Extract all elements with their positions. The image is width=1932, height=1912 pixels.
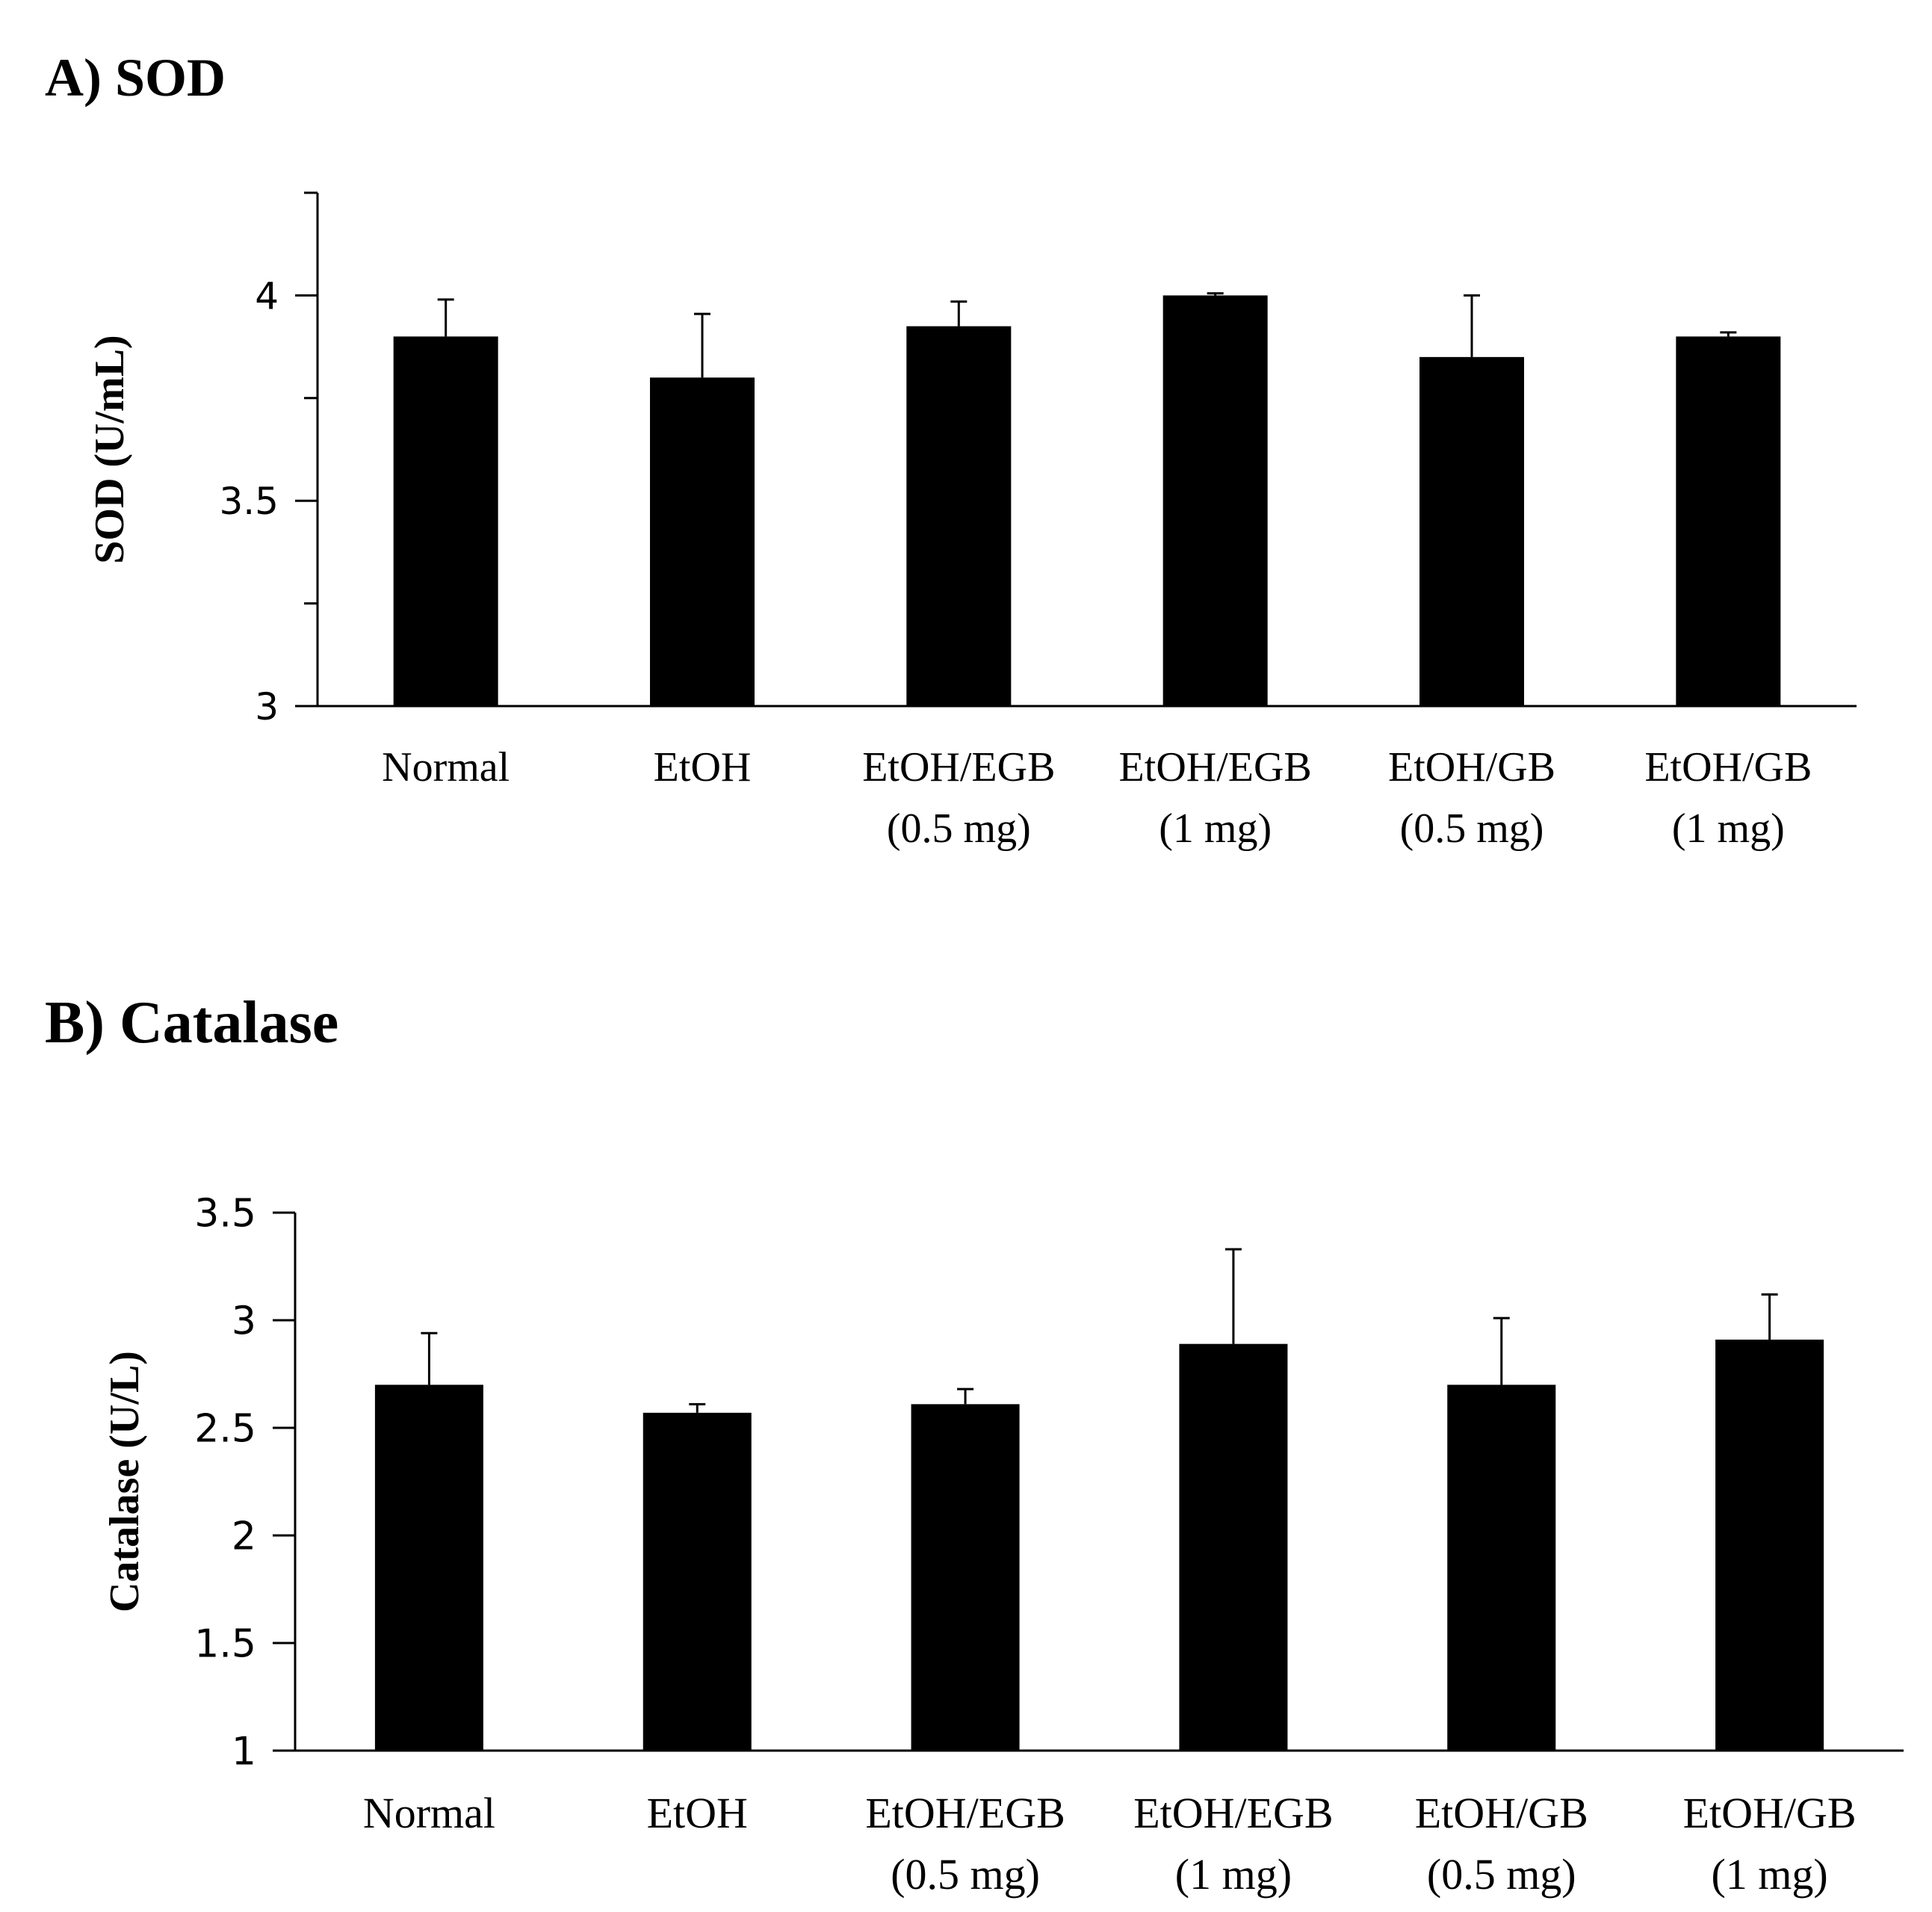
catalase-category-label: EtOH/GB bbox=[1415, 1789, 1588, 1837]
catalase-y-axis-label: Catalase (U/L) bbox=[102, 1351, 148, 1612]
catalase-bar bbox=[911, 1404, 1020, 1751]
sod-panel-title: A) SOD bbox=[45, 48, 226, 108]
sod-y-tick-label: 3 bbox=[255, 685, 279, 728]
catalase-bar bbox=[1179, 1343, 1288, 1751]
sod-bar bbox=[393, 336, 498, 706]
sod-category-label: (0.5 mg) bbox=[1400, 805, 1544, 852]
sod-category-label: EtOH/EGB bbox=[862, 744, 1055, 791]
catalase-panel: B) Catalase 1 1.5 2 2.5 3 3.5 Catalase (U/L) No… bbox=[45, 990, 1904, 1899]
sod-bar bbox=[1162, 295, 1268, 706]
sod-y-tick-label: 4 bbox=[255, 274, 279, 318]
sod-category-label: (1 mg) bbox=[1672, 805, 1785, 852]
sod-category-label: EtOH/GB bbox=[1644, 744, 1812, 791]
catalase-y-tick-label: 3.5 bbox=[194, 1192, 256, 1237]
catalase-category-label: EtOH/EGB bbox=[865, 1789, 1065, 1837]
sod-category-label: EtOH/GB bbox=[1388, 744, 1555, 791]
catalase-y-tick-label: 2 bbox=[232, 1515, 256, 1559]
sod-panel: A) SOD 3 3.5 4 SOD (U/mL) Normal EtOH EtOH/EGB… bbox=[45, 48, 1857, 852]
catalase-bar bbox=[374, 1385, 483, 1751]
catalase-category-label: EtOH/GB bbox=[1683, 1789, 1857, 1837]
sod-bar bbox=[906, 326, 1012, 706]
catalase-panel-title: B) Catalase bbox=[45, 990, 338, 1056]
sod-category-label: EtOH/EGB bbox=[1119, 744, 1312, 791]
catalase-category-label: (1 mg) bbox=[1175, 1850, 1292, 1899]
sod-category-label: (1 mg) bbox=[1159, 805, 1272, 852]
catalase-category-label: EtOH/EGB bbox=[1133, 1789, 1333, 1837]
catalase-bar bbox=[1715, 1339, 1824, 1751]
sod-bar bbox=[1676, 336, 1781, 706]
sod-category-label: (0.5 mg) bbox=[887, 805, 1031, 852]
catalase-y-tick-label: 2.5 bbox=[194, 1407, 256, 1452]
sod-category-label: Normal bbox=[382, 744, 510, 791]
sod-y-axis-label: SOD (U/mL) bbox=[87, 335, 133, 563]
catalase-category-label: EtOH bbox=[647, 1789, 748, 1837]
catalase-y-tick-label: 1 bbox=[232, 1730, 256, 1775]
catalase-bar bbox=[643, 1412, 752, 1751]
catalase-y-tick-label: 1.5 bbox=[194, 1622, 256, 1667]
sod-bar bbox=[1419, 356, 1524, 706]
sod-y-tick-label: 3.5 bbox=[219, 480, 279, 523]
catalase-category-label: (0.5 mg) bbox=[891, 1850, 1040, 1899]
sod-category-label: EtOH bbox=[654, 744, 752, 791]
catalase-bar bbox=[1447, 1385, 1556, 1751]
catalase-category-label: (0.5 mg) bbox=[1427, 1850, 1576, 1899]
catalase-y-tick-label: 3 bbox=[232, 1299, 256, 1344]
catalase-category-label: Normal bbox=[363, 1789, 495, 1837]
sod-bar bbox=[650, 377, 755, 706]
catalase-category-label: (1 mg) bbox=[1711, 1850, 1827, 1899]
